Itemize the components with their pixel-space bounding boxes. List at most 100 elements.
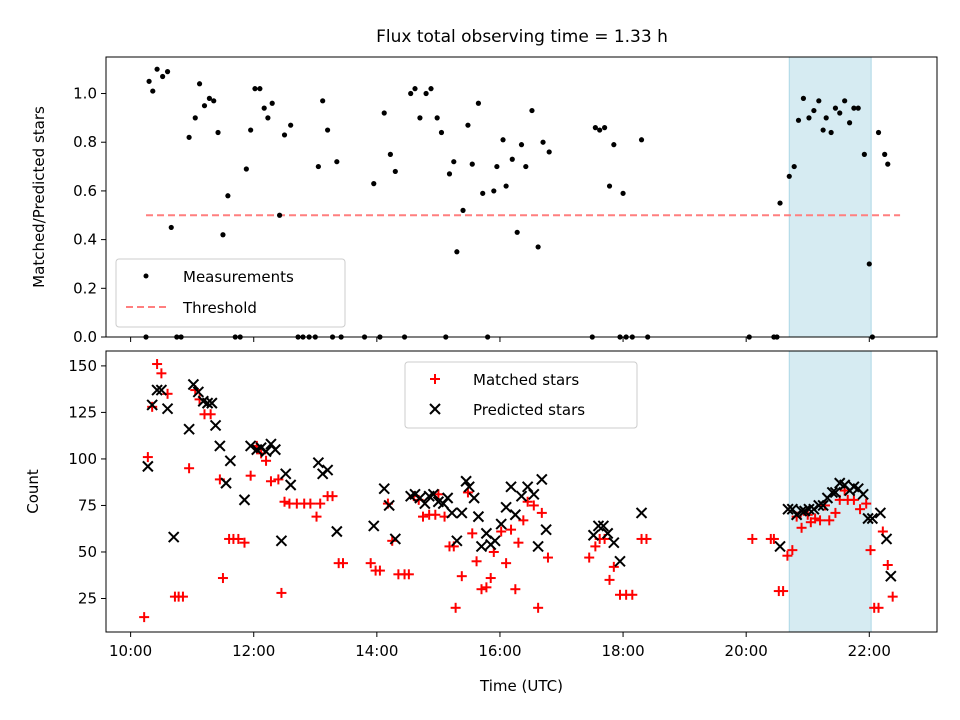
measurement-point	[261, 105, 267, 111]
measurement-point	[606, 183, 613, 189]
predicted-star-marker	[224, 455, 237, 467]
measurement-point	[546, 149, 552, 155]
measurement-point	[392, 168, 398, 175]
predicted-star-marker	[848, 481, 860, 493]
measurement-point	[288, 122, 294, 128]
legend-box-top	[115, 258, 346, 328]
plot-frame-bottom	[105, 350, 938, 633]
y-tick-label: 0.2	[73, 279, 97, 297]
measurement-point	[146, 78, 152, 84]
predicted-star-marker	[880, 533, 893, 545]
predicted-star-marker	[209, 419, 222, 432]
measurement-point	[529, 107, 535, 114]
predicted-star-marker	[201, 397, 214, 409]
predicted-star-marker	[220, 477, 232, 489]
predicted-star-marker	[427, 488, 440, 500]
predicted-star-marker	[540, 523, 552, 536]
measurement-point	[777, 200, 783, 206]
predicted-star-marker	[782, 503, 794, 515]
legend-bottom: Matched stars Predicted stars	[404, 361, 638, 429]
y-axis-ticks-bottom: 25 50 75 100 125 150	[68, 357, 106, 608]
predicted-star-marker	[874, 507, 887, 519]
predicted-star-marker	[866, 512, 879, 525]
measurement-point	[281, 132, 288, 138]
measurement-point	[257, 86, 263, 92]
predicted-star-marker	[183, 423, 195, 435]
predicted-star-marker	[521, 481, 534, 493]
measurement-point	[211, 98, 217, 104]
measurement-point	[786, 173, 792, 179]
measurement-point	[638, 137, 645, 143]
predicted-star-marker	[155, 384, 168, 396]
predicted-star-marker	[528, 488, 540, 500]
predicted-star-marker	[260, 445, 272, 458]
measurement-point	[225, 193, 231, 199]
measurement-point	[465, 122, 471, 128]
measurement-point	[269, 100, 275, 106]
legend-label-threshold: Threshold	[182, 299, 257, 317]
measurement-point	[196, 81, 203, 87]
predicted-star-marker	[441, 492, 454, 504]
x-tick-label: 20:00	[725, 642, 768, 660]
predicted-star-marker	[500, 501, 512, 514]
measurement-point	[828, 129, 834, 136]
measurement-point	[408, 90, 414, 97]
predicted-star-marker	[826, 486, 839, 499]
measurement-point	[334, 159, 340, 165]
legend-marker-measurements	[143, 273, 149, 279]
measurement-point	[428, 86, 434, 92]
measurement-point	[837, 110, 843, 116]
predicted-star-marker	[635, 507, 648, 519]
measurement-point	[820, 127, 826, 133]
measurement-point	[866, 261, 872, 267]
measurement-point	[602, 125, 608, 131]
predicted-star-marker	[838, 479, 851, 491]
measurement-point	[252, 86, 258, 92]
predicted-star-marker	[817, 499, 829, 512]
measurement-point	[535, 244, 541, 250]
x-tick-label: 14:00	[355, 642, 398, 660]
measurement-point	[509, 156, 515, 162]
predicted-star-marker	[803, 503, 815, 515]
predicted-star-marker	[269, 443, 281, 456]
predicted-star-marker	[857, 488, 869, 500]
y-axis-ticks-top: 0.0 0.2 0.4 0.6 0.8 1.0	[73, 85, 106, 346]
measurement-point	[469, 161, 475, 167]
predicted-star-marker	[331, 525, 343, 538]
predicted-star-marker	[460, 475, 472, 487]
measurement-point	[500, 137, 506, 143]
x-tick-label: 18:00	[601, 642, 644, 660]
predicted-star-marker	[451, 535, 463, 547]
y-axis-label-bottom: Count	[24, 469, 42, 514]
measurement-point	[220, 232, 226, 238]
y-tick-label: 1.0	[73, 85, 97, 103]
predicted-star-marker	[168, 531, 180, 543]
y-tick-label: 0.8	[73, 133, 97, 151]
legend-box-bottom	[404, 361, 638, 429]
measurement-point	[206, 95, 213, 101]
measurement-point	[154, 66, 160, 72]
measurement-point	[523, 163, 529, 170]
predicted-star-marker	[192, 386, 205, 398]
measurement-point	[475, 100, 482, 106]
measurement-point	[192, 115, 198, 121]
predicted-star-marker	[432, 496, 445, 508]
measurement-point	[592, 125, 598, 131]
measurement-point	[518, 142, 525, 148]
measurement-point	[832, 105, 839, 111]
predicted-star-marker	[480, 527, 493, 540]
x-axis-ticks-bottom: 10:00 12:00 14:00 16:00 18:00 20:00 22:00	[109, 632, 891, 660]
y-tick-label: 0.0	[73, 328, 97, 346]
predicted-star-marker	[280, 468, 292, 480]
count-panel: 25 50 75 100 125 150 10:00 12:00 14:00 16:00 18:0…	[24, 350, 938, 695]
measurement-point	[417, 115, 423, 121]
predicted-star-marker	[161, 402, 174, 415]
measurement-point	[620, 190, 626, 196]
measurement-point	[882, 151, 888, 157]
measurement-point	[540, 139, 546, 145]
predicted-star-marker	[829, 486, 842, 499]
predicted-star-marker	[197, 395, 209, 407]
predicted-star-marker	[774, 540, 786, 553]
y-tick-label: 150	[68, 357, 97, 375]
y-tick-label: 0.6	[73, 182, 97, 200]
